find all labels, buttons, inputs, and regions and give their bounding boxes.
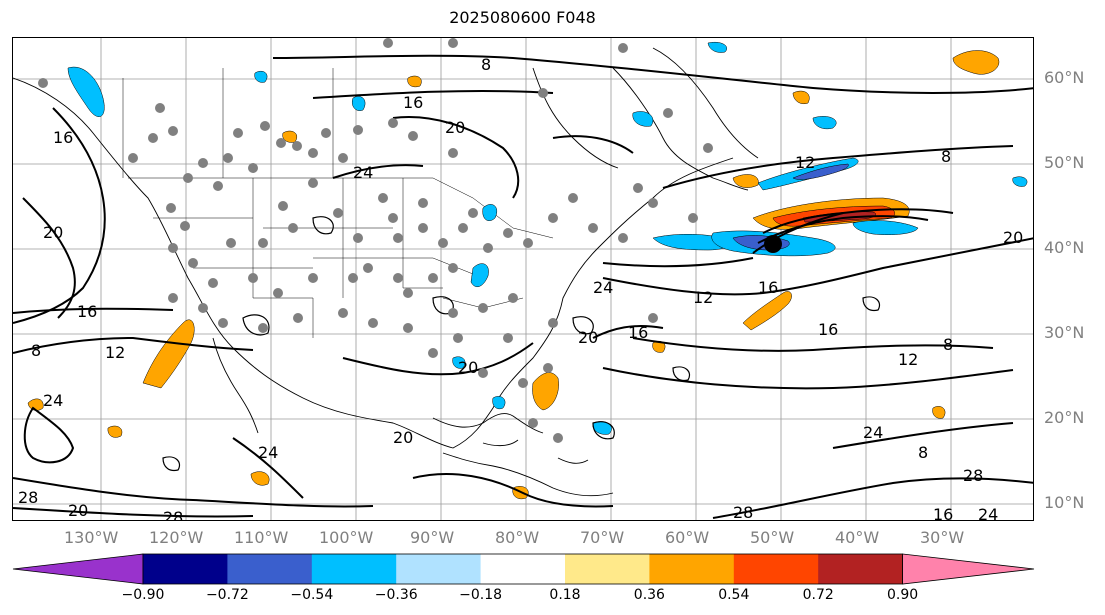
lon-label: 80°W <box>495 528 540 547</box>
colorbar-segment <box>733 554 819 584</box>
colorbar-segment <box>396 554 482 584</box>
lat-label: 40°N <box>1044 238 1085 257</box>
positive-shading <box>27 50 1000 500</box>
colorbar-segment <box>227 554 313 584</box>
contour-label: 8 <box>941 147 951 166</box>
cyclone-center-marker <box>764 235 782 253</box>
contour-label: 8 <box>918 443 928 462</box>
colorbar-extend-low <box>12 553 144 585</box>
contour-label: 20 <box>1003 228 1023 247</box>
contour-label: 16 <box>818 320 838 339</box>
contour-label: 8 <box>31 341 41 360</box>
colorbar-tick-label: 0.90 <box>887 587 919 603</box>
wind-contours <box>13 54 1033 519</box>
contour-label: 16 <box>933 505 953 521</box>
contour-label: 28 <box>963 466 983 485</box>
lon-label: 120°W <box>149 528 204 547</box>
contour-label: 20 <box>68 501 88 520</box>
colorbar-segment <box>818 554 904 584</box>
contour-label: 8 <box>943 335 953 354</box>
colorbar-segment <box>143 554 228 584</box>
contour-label: 28 <box>18 488 38 507</box>
contour-labels: 8 16 20 24 12 8 16 20 28 20 24 28 12 16 … <box>18 55 1023 521</box>
lon-label: 60°W <box>665 528 710 547</box>
political-borders <box>122 68 554 338</box>
colorbar-tick-label: 0.54 <box>718 587 750 603</box>
lat-label: 10°N <box>1044 493 1085 512</box>
lon-label: 90°W <box>410 528 455 547</box>
lon-label: 40°W <box>835 528 880 547</box>
contour-label: 20 <box>393 428 413 447</box>
colorbar <box>12 553 1035 585</box>
contour-label: 20 <box>458 358 478 377</box>
contour-label: 28 <box>163 508 183 521</box>
map-panel: 8 16 20 24 12 8 16 20 28 20 24 28 12 16 … <box>12 37 1034 521</box>
contour-label: 28 <box>733 503 753 521</box>
contour-label: 24 <box>863 423 883 442</box>
figure-title: 2025080600 F048 <box>449 8 596 27</box>
contour-label: 24 <box>353 163 373 182</box>
colorbar-extend-high <box>902 553 1035 585</box>
contour-label: 20 <box>43 223 63 242</box>
colorbar-tick-label: 0.36 <box>633 587 665 603</box>
lon-label: 100°W <box>319 528 374 547</box>
contour-label: 12 <box>795 153 815 172</box>
contour-label: 20 <box>578 328 598 347</box>
colorbar-segment <box>649 554 735 584</box>
lon-label: 110°W <box>234 528 289 547</box>
colorbar-tick-label: 0.18 <box>549 587 581 603</box>
lat-label: 50°N <box>1044 153 1085 172</box>
contour-label: 8 <box>481 55 491 74</box>
map-canvas: 8 16 20 24 12 8 16 20 28 20 24 28 12 16 … <box>13 38 1033 521</box>
contour-label: 16 <box>628 323 648 342</box>
contour-label: 16 <box>77 302 97 321</box>
contour-label: 24 <box>593 278 613 297</box>
colorbar-segment <box>311 554 397 584</box>
lat-label: 20°N <box>1044 408 1085 427</box>
colorbar-segment <box>565 554 650 584</box>
contour-label: 16 <box>758 278 778 297</box>
colorbar-tick-label: −0.54 <box>290 587 334 603</box>
lon-label: 70°W <box>580 528 625 547</box>
lon-label: 30°W <box>920 528 965 547</box>
contour-label: 20 <box>445 118 465 137</box>
observation-markers <box>38 38 713 443</box>
small-contours <box>162 216 881 472</box>
lon-label: 50°W <box>750 528 795 547</box>
negative-shading <box>67 42 1028 435</box>
contour-label: 24 <box>43 391 63 410</box>
colorbar-tick-label: −0.18 <box>459 587 503 603</box>
contour-label: 12 <box>898 350 918 369</box>
contour-label: 12 <box>105 343 125 362</box>
contour-label: 24 <box>258 443 278 462</box>
colorbar-segment <box>480 554 566 584</box>
contour-label: 16 <box>53 128 73 147</box>
lat-label: 60°N <box>1044 68 1085 87</box>
colorbar-tick-label: −0.36 <box>374 587 418 603</box>
contour-label: 24 <box>978 505 998 521</box>
colorbar-tick-label: 0.72 <box>802 587 834 603</box>
colorbar-outline <box>142 553 903 585</box>
lon-label: 130°W <box>64 528 119 547</box>
contour-label: 16 <box>403 93 423 112</box>
graticule <box>13 38 1033 520</box>
colorbar-tick-label: −0.90 <box>121 587 165 603</box>
contour-label: 12 <box>693 288 713 307</box>
lat-label: 30°N <box>1044 323 1085 342</box>
colorbar-tick-label: −0.72 <box>205 587 249 603</box>
